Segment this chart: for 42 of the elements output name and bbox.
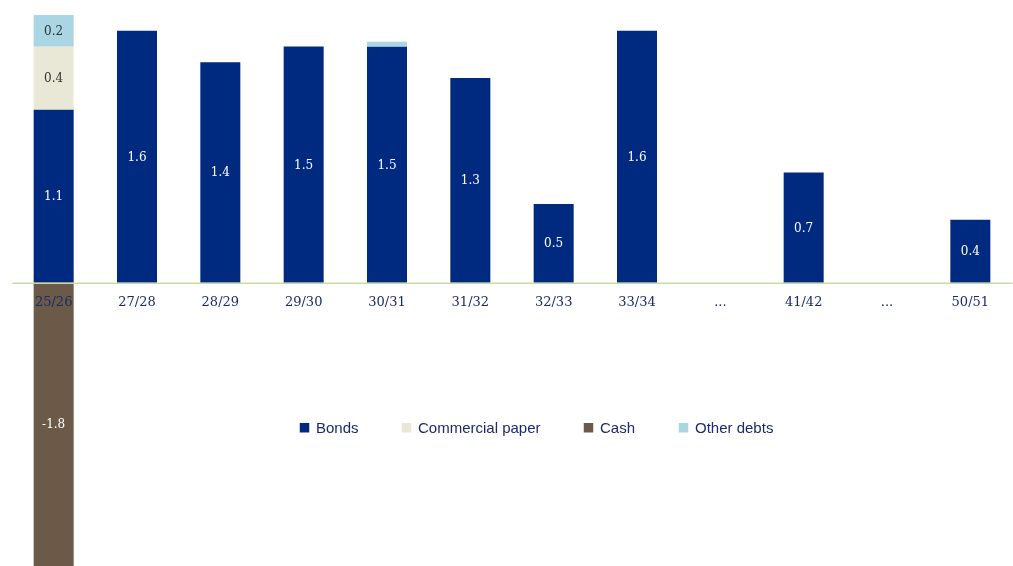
x-tick-label: 30/31 (368, 294, 406, 310)
x-tick-label: 25/26 (34, 294, 73, 310)
x-tick-label: ... (714, 294, 727, 310)
data-label: 1.6 (127, 149, 147, 164)
bar (367, 46, 407, 283)
x-tick-label: 29/30 (284, 294, 323, 310)
x-tick-label: 33/34 (618, 294, 656, 310)
bar (617, 30, 657, 283)
data-label: 0.4 (960, 244, 981, 259)
data-label: 1.5 (294, 157, 314, 172)
data-label: 1.1 (44, 189, 64, 204)
x-tick-label: ... (880, 294, 894, 310)
data-label: 1.6 (627, 149, 647, 164)
data-label: 0.2 (44, 23, 64, 38)
data-label: 0.5 (544, 236, 564, 251)
data-label: 0.7 (794, 220, 814, 235)
bar (117, 30, 157, 283)
x-tick-label: 41/42 (784, 294, 823, 310)
bar (33, 15, 74, 47)
data-label: 1.4 (210, 165, 231, 180)
x-tick-label: 27/28 (118, 294, 156, 310)
bar (200, 62, 241, 283)
legend-label: Cash (600, 418, 636, 436)
legend-label: Commercial paper (418, 418, 541, 436)
data-label: -1.8 (42, 417, 66, 432)
x-tick-label: 32/33 (534, 294, 573, 310)
x-tick-label: 31/32 (451, 294, 490, 310)
bar (950, 219, 991, 283)
legend-label: Other debts (695, 418, 774, 436)
x-tick-label: 50/51 (951, 294, 990, 310)
legend-label: Bonds (316, 418, 359, 436)
bar (33, 282, 74, 566)
x-tick-label: 28/29 (201, 294, 240, 310)
bar (533, 203, 574, 283)
bar (783, 172, 824, 283)
bar (33, 46, 74, 110)
data-label: 1.3 (460, 173, 480, 188)
bar (450, 77, 491, 283)
data-label: 1.5 (377, 157, 397, 172)
bar (283, 46, 324, 283)
data-label: 0.4 (44, 70, 64, 85)
bar (33, 109, 74, 283)
